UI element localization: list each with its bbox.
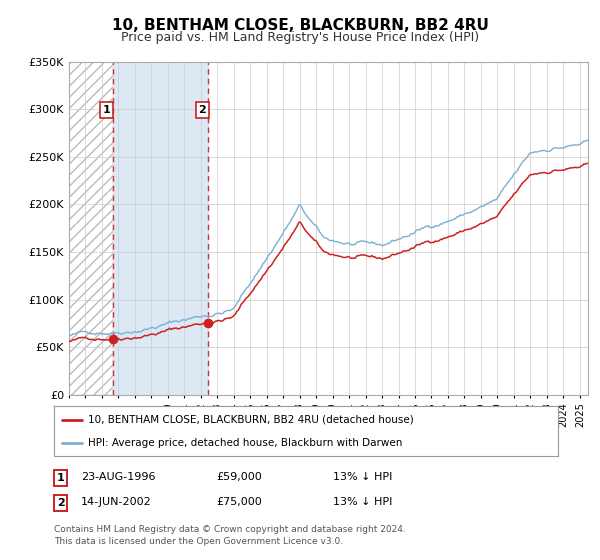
Text: Contains HM Land Registry data © Crown copyright and database right 2024.
This d: Contains HM Land Registry data © Crown c…: [54, 525, 406, 545]
Bar: [113, 62, 208, 395]
Text: 13% ↓ HPI: 13% ↓ HPI: [333, 472, 392, 482]
Text: 13% ↓ HPI: 13% ↓ HPI: [333, 497, 392, 507]
Text: 2: 2: [57, 498, 64, 508]
Text: 10, BENTHAM CLOSE, BLACKBURN, BB2 4RU: 10, BENTHAM CLOSE, BLACKBURN, BB2 4RU: [112, 18, 488, 33]
Text: 1: 1: [103, 105, 110, 115]
Text: 2: 2: [199, 105, 206, 115]
Text: 10, BENTHAM CLOSE, BLACKBURN, BB2 4RU (detached house): 10, BENTHAM CLOSE, BLACKBURN, BB2 4RU (d…: [88, 414, 414, 424]
Text: £59,000: £59,000: [216, 472, 262, 482]
Text: 1: 1: [57, 473, 64, 483]
Bar: [69, 62, 113, 395]
Text: HPI: Average price, detached house, Blackburn with Darwen: HPI: Average price, detached house, Blac…: [88, 438, 403, 448]
Text: £75,000: £75,000: [216, 497, 262, 507]
Text: Price paid vs. HM Land Registry's House Price Index (HPI): Price paid vs. HM Land Registry's House …: [121, 31, 479, 44]
Text: 23-AUG-1996: 23-AUG-1996: [81, 472, 155, 482]
Text: 14-JUN-2002: 14-JUN-2002: [81, 497, 152, 507]
